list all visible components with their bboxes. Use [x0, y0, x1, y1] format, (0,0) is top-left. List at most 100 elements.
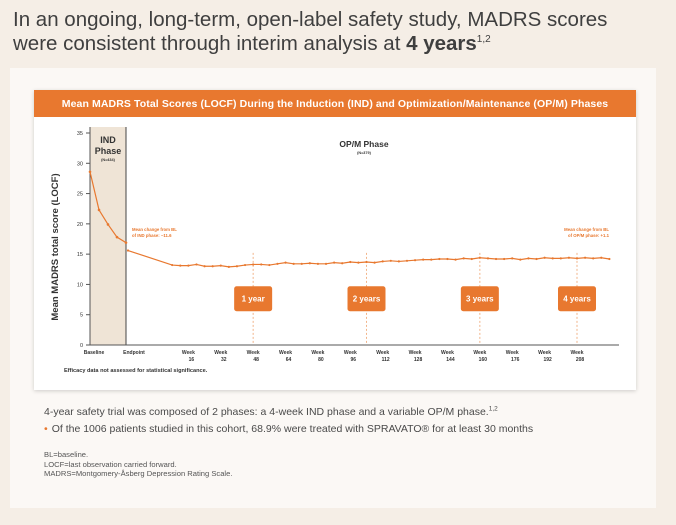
year-marker-label: 4 years: [563, 295, 591, 304]
chart-card: Mean MADRS Total Scores (LOCF) During th…: [34, 90, 636, 390]
study-design-note: 4-year safety trial was composed of 2 ph…: [44, 406, 634, 418]
x-tick-label: 176: [511, 357, 520, 363]
ind-phase-region: [90, 127, 126, 345]
ind-phase-title: Phase: [95, 146, 122, 156]
x-tick-label: 192: [543, 357, 552, 363]
opm-data-point: [575, 257, 579, 260]
x-tick-label: Week: [473, 350, 486, 356]
annotation-ind-change: Mean change from BL: [132, 227, 177, 232]
opm-data-point: [600, 256, 603, 259]
bullet-icon: •: [44, 423, 48, 435]
opm-data-point: [171, 263, 174, 267]
opm-data-point: [381, 260, 384, 263]
x-tick-label: Week: [344, 350, 357, 356]
opm-data-point: [126, 249, 130, 252]
opm-data-point: [430, 258, 433, 261]
opm-data-point: [292, 262, 295, 265]
opm-data-point: [365, 260, 368, 264]
y-axis-title: Mean MADRS total score (LOCF): [50, 173, 61, 320]
opm-data-point: [503, 257, 506, 261]
headline-prefix: were consistent through interim analysis…: [13, 32, 407, 55]
x-tick-label: 64: [286, 357, 292, 363]
opm-data-point: [478, 256, 481, 259]
opm-data-point: [486, 257, 490, 260]
year-marker-badge: [460, 286, 499, 312]
opm-data-point: [308, 262, 311, 265]
chart-title: Mean MADRS Total Scores (LOCF) During th…: [34, 90, 636, 117]
page-headline: In an ongoing, long-term, open-label saf…: [13, 8, 663, 56]
x-tick-label: 96: [351, 357, 357, 363]
opm-series-line: [127, 249, 610, 268]
x-tick-label: 128: [414, 357, 423, 363]
opm-data-point: [608, 257, 611, 261]
opm-data-point: [543, 256, 546, 259]
opm-data-point: [203, 265, 206, 268]
ind-phase-title: IND: [100, 135, 116, 145]
annotation-opm-change: Mean change from BL: [564, 227, 609, 232]
annotation-ind-change: of IND phase: −11.6: [132, 233, 172, 238]
opm-data-point: [349, 260, 352, 264]
headline-emphasis: 4 years: [406, 32, 477, 55]
ind-data-point: [115, 235, 119, 239]
x-tick-label: Week: [376, 350, 389, 356]
opm-phase-title: OP/M Phase: [339, 139, 388, 149]
opm-data-point: [422, 258, 425, 261]
opm-data-point: [276, 262, 279, 265]
opm-data-point: [357, 261, 360, 264]
y-tick-label: 25: [77, 192, 83, 198]
opm-data-point: [316, 262, 320, 265]
opm-data-point: [260, 263, 263, 266]
opm-data-point: [268, 263, 271, 267]
x-tick-label: 112: [382, 357, 390, 363]
opm-data-point: [583, 256, 587, 259]
x-tick-label: 16: [189, 357, 195, 363]
x-tick-label: Week: [182, 350, 195, 356]
ind-data-point: [88, 170, 92, 174]
x-tick-label: Week: [409, 350, 422, 356]
madrs-line-chart: 0 5 10 15 20 25 30 35 Mean MADRS total score (LO…: [50, 127, 619, 374]
opm-data-point: [413, 259, 417, 262]
study-bullet-text: Of the 1006 patients studied in this coh…: [51, 423, 534, 435]
ind-data-point: [124, 241, 128, 244]
x-tick-label: Week: [279, 350, 292, 356]
x-tick-label: Week: [538, 350, 551, 356]
year-marker-badge: [558, 286, 596, 312]
study-notes: 4-year safety trial was composed of 2 ph…: [44, 406, 634, 435]
opm-data-point: [195, 263, 198, 266]
x-tick-label: Week: [311, 350, 324, 356]
opm-data-point: [511, 257, 514, 260]
study-bullet: • Of the 1006 patients studied in this co…: [44, 423, 634, 435]
year-marker-label: 3 years: [466, 295, 494, 304]
opm-data-point: [397, 260, 400, 263]
abbreviation-item: BL=baseline.: [44, 450, 89, 459]
year-marker-badge: [234, 286, 273, 312]
y-tick-label: 35: [77, 131, 83, 137]
x-tick-label: 48: [253, 357, 259, 363]
x-tick-label: 144: [446, 357, 455, 363]
opm-data-point: [592, 257, 595, 260]
opm-data-point: [243, 263, 247, 267]
y-tick-label: 30: [77, 161, 83, 167]
opm-data-point: [373, 261, 376, 264]
x-tick-label: 208: [576, 357, 585, 363]
opm-data-point: [551, 257, 554, 260]
content-panel: Mean MADRS Total Scores (LOCF) During th…: [10, 68, 656, 508]
opm-data-point: [519, 258, 522, 261]
opm-data-point: [341, 262, 344, 265]
opm-data-point: [252, 263, 255, 266]
x-tick-label: Week: [441, 350, 454, 356]
year-marker-badge: [347, 286, 386, 312]
opm-data-point: [567, 256, 571, 259]
x-tick-label: Week: [571, 350, 584, 356]
y-tick-label: 5: [80, 313, 83, 319]
opm-data-point: [211, 265, 214, 268]
annotation-opm-change: of OP/M phase: +1.1: [568, 233, 610, 238]
opm-data-point: [494, 257, 498, 261]
opm-data-point: [405, 259, 409, 262]
x-tick-label: Baseline: [84, 350, 105, 356]
abbreviation-item: MADRS=Montgomery-Åsberg Depression Ratin…: [44, 469, 233, 478]
ind-phase-n: (N=434): [101, 158, 116, 162]
x-tick-label: 80: [318, 357, 324, 363]
ind-data-point: [97, 208, 101, 212]
opm-data-point: [187, 264, 190, 267]
